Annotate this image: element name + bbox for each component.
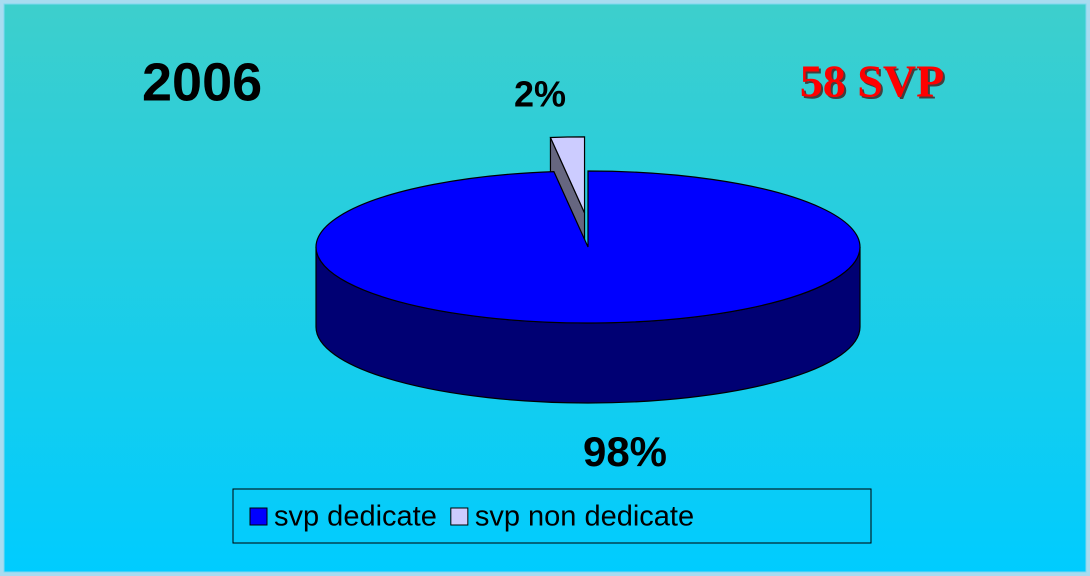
pie-slice bbox=[549, 136, 586, 214]
data-label: 98% bbox=[583, 428, 667, 475]
legend: svp dedicate svp non dedicate bbox=[249, 501, 694, 533]
annotation: 58 SVP bbox=[800, 56, 944, 107]
data-label: 2% bbox=[514, 74, 566, 115]
legend-label: svp dedicate bbox=[274, 501, 437, 533]
chart-title: 2006 bbox=[142, 52, 262, 112]
legend-swatch bbox=[450, 507, 469, 526]
annotation-shadow: 58 SVP bbox=[802, 58, 946, 109]
pie bbox=[315, 136, 861, 404]
pie-slice bbox=[315, 170, 861, 324]
legend-box bbox=[232, 488, 872, 544]
legend-label: svp non dedicate bbox=[475, 501, 694, 533]
legend-swatch bbox=[249, 507, 268, 526]
